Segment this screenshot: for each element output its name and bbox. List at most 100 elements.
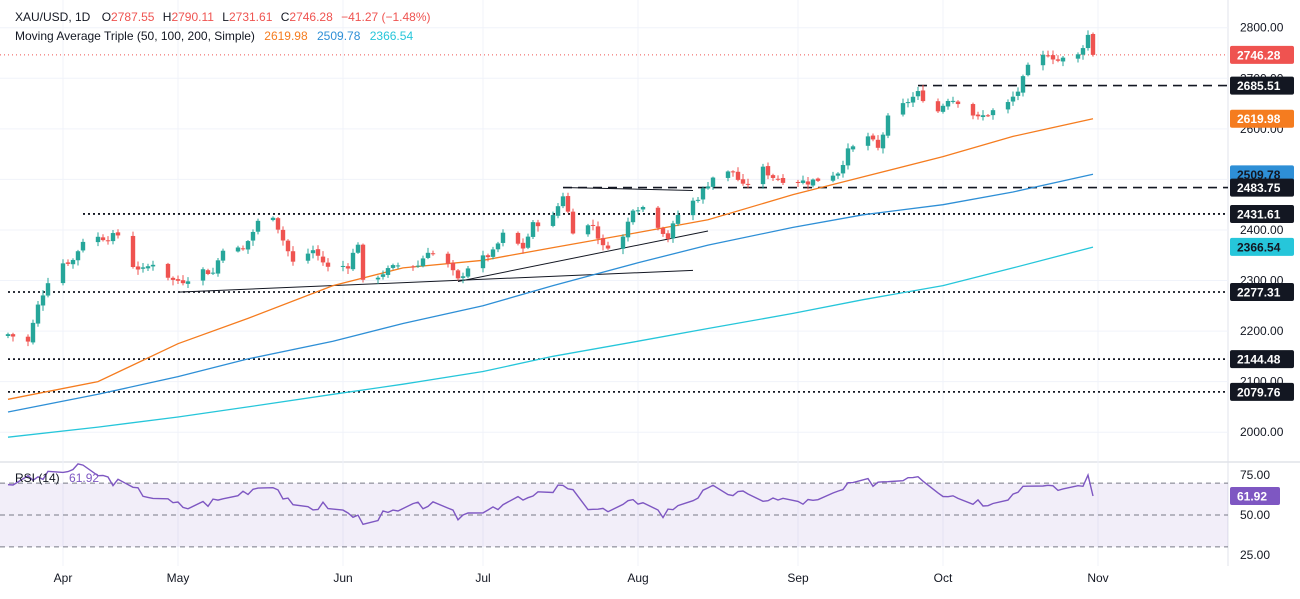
- candle[interactable]: [1020, 74, 1026, 97]
- candle[interactable]: [985, 113, 991, 118]
- candle[interactable]: [590, 219, 596, 231]
- candle[interactable]: [620, 234, 626, 255]
- candle[interactable]: [605, 241, 611, 250]
- candle[interactable]: [835, 172, 841, 179]
- candle[interactable]: [255, 218, 261, 235]
- candle[interactable]: [940, 103, 946, 114]
- candle[interactable]: [535, 219, 541, 232]
- candle[interactable]: [675, 210, 681, 227]
- candle[interactable]: [425, 247, 431, 260]
- candle[interactable]: [880, 132, 886, 154]
- candle[interactable]: [245, 240, 251, 254]
- candle[interactable]: [600, 234, 606, 251]
- candle[interactable]: [460, 272, 466, 284]
- candle[interactable]: [305, 248, 311, 264]
- candle[interactable]: [445, 251, 451, 268]
- candle[interactable]: [520, 238, 526, 254]
- candle[interactable]: [735, 167, 741, 182]
- candle[interactable]: [345, 263, 351, 275]
- candle[interactable]: [565, 192, 571, 214]
- candle[interactable]: [25, 334, 31, 347]
- candle[interactable]: [500, 229, 506, 247]
- candle[interactable]: [780, 174, 786, 186]
- candle[interactable]: [990, 108, 996, 120]
- candle[interactable]: [10, 332, 16, 342]
- candle[interactable]: [800, 175, 806, 185]
- candle[interactable]: [630, 209, 636, 225]
- candle[interactable]: [690, 197, 696, 221]
- candle[interactable]: [670, 220, 676, 243]
- candle[interactable]: [705, 181, 711, 190]
- candle[interactable]: [1040, 50, 1046, 71]
- candle[interactable]: [145, 263, 151, 271]
- candle[interactable]: [240, 245, 246, 251]
- candle[interactable]: [530, 219, 536, 240]
- candle[interactable]: [550, 211, 556, 228]
- candle[interactable]: [465, 265, 471, 279]
- candle[interactable]: [1090, 32, 1096, 57]
- candle[interactable]: [220, 248, 226, 263]
- candle[interactable]: [915, 86, 921, 101]
- candle[interactable]: [810, 178, 816, 188]
- candle[interactable]: [760, 163, 766, 189]
- candle[interactable]: [285, 239, 291, 257]
- candle[interactable]: [850, 144, 856, 152]
- candle[interactable]: [585, 223, 591, 237]
- candle[interactable]: [560, 192, 566, 209]
- candle[interactable]: [150, 260, 156, 271]
- candle[interactable]: [35, 301, 41, 327]
- candle[interactable]: [1045, 50, 1051, 58]
- candle[interactable]: [430, 250, 436, 256]
- candle[interactable]: [655, 206, 661, 231]
- candle[interactable]: [170, 276, 176, 286]
- candle[interactable]: [360, 243, 366, 283]
- candle[interactable]: [1060, 56, 1066, 67]
- candle[interactable]: [130, 231, 136, 269]
- candle[interactable]: [700, 186, 706, 204]
- candle[interactable]: [480, 250, 486, 273]
- candle[interactable]: [640, 205, 646, 213]
- candle[interactable]: [95, 232, 101, 247]
- candle[interactable]: [770, 173, 776, 181]
- candle[interactable]: [135, 261, 141, 275]
- candle[interactable]: [420, 255, 426, 268]
- candle[interactable]: [395, 262, 401, 269]
- candle[interactable]: [355, 242, 361, 254]
- candle[interactable]: [980, 110, 986, 121]
- candle[interactable]: [175, 275, 181, 284]
- candle[interactable]: [595, 221, 601, 245]
- candle[interactable]: [375, 275, 381, 284]
- candle[interactable]: [665, 230, 671, 243]
- time-axis[interactable]: Apr May Jun Jul Aug Sep Oct Nov: [54, 571, 1109, 585]
- candle[interactable]: [455, 268, 461, 281]
- candle[interactable]: [745, 178, 751, 189]
- candle[interactable]: [495, 241, 501, 253]
- candle[interactable]: [765, 162, 771, 180]
- candle[interactable]: [280, 226, 286, 246]
- candle[interactable]: [865, 132, 871, 151]
- candle[interactable]: [75, 249, 81, 266]
- candle[interactable]: [1015, 87, 1021, 101]
- candle[interactable]: [450, 260, 456, 276]
- candle[interactable]: [380, 270, 386, 280]
- candle[interactable]: [1050, 50, 1056, 65]
- candle[interactable]: [920, 84, 926, 103]
- candle[interactable]: [725, 170, 731, 182]
- candle[interactable]: [1025, 62, 1031, 77]
- candle[interactable]: [625, 217, 631, 242]
- candle[interactable]: [900, 98, 906, 117]
- candle[interactable]: [730, 170, 736, 177]
- candle[interactable]: [390, 263, 396, 270]
- candle[interactable]: [275, 217, 281, 234]
- candle[interactable]: [110, 230, 116, 245]
- candle[interactable]: [815, 177, 821, 182]
- candle[interactable]: [975, 111, 981, 120]
- candle[interactable]: [205, 268, 211, 276]
- candle[interactable]: [1075, 52, 1081, 63]
- candle[interactable]: [385, 265, 391, 278]
- candle[interactable]: [105, 236, 111, 245]
- candle[interactable]: [290, 246, 296, 266]
- candle[interactable]: [140, 262, 146, 273]
- candle[interactable]: [115, 229, 121, 239]
